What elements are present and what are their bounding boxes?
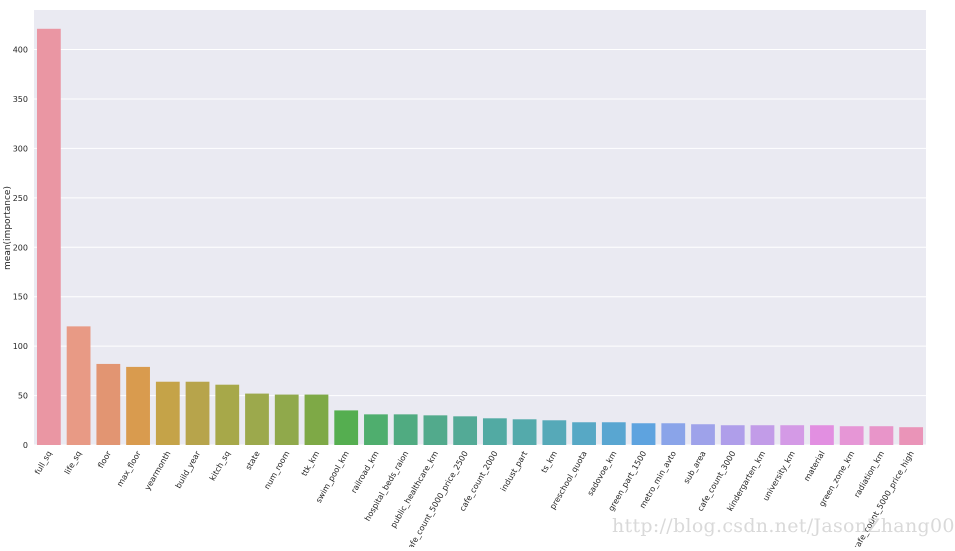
bar-green_part_1500	[631, 423, 656, 445]
watermark-text: http://blog.csdn.net/JasonZhang00	[612, 515, 955, 537]
bar-radiation_km	[869, 426, 894, 445]
bar-ts_km	[542, 420, 567, 445]
plot-background	[34, 10, 926, 445]
x-tick-label: university_km	[761, 449, 797, 502]
bar-material	[810, 425, 834, 445]
x-tick-label: ttk_km	[300, 449, 322, 477]
bar-sub_area	[691, 424, 715, 445]
bar-kitch_sq	[215, 384, 240, 445]
bar-build_year	[185, 381, 210, 445]
x-tick-label: radiation_km	[852, 449, 886, 499]
bar-green_zone_km	[839, 426, 864, 445]
bar-indust_part	[512, 419, 537, 445]
x-tick-label: material	[802, 450, 826, 483]
bar-full_sq	[36, 28, 61, 446]
bar-metro_min_avto	[661, 423, 686, 445]
y-tick-label: 150	[13, 293, 28, 302]
bar-preschool_quota	[572, 422, 596, 445]
y-tick-label: 0	[23, 441, 28, 450]
x-tick-label: ts_km	[539, 449, 559, 474]
x-tick-label: full_sq	[33, 450, 54, 477]
x-tick-label: life_sq	[63, 450, 84, 477]
x-tick-label: max_floor	[115, 449, 143, 488]
x-tick-label: sadovoe_km	[586, 449, 619, 497]
bar-cafe_count_5000_price_2500	[453, 416, 478, 445]
x-tick-label: kitch_sq	[208, 450, 232, 483]
x-tick-label: state	[244, 449, 262, 471]
x-tick-label: floor	[96, 449, 113, 470]
y-tick-label: 400	[13, 46, 28, 55]
bar-ttk_km	[304, 394, 329, 445]
y-tick-labels: 0 50 100 150 200 250 300 350 400	[13, 46, 28, 450]
bar-num_room	[274, 394, 299, 445]
y-tick-label: 50	[18, 392, 28, 401]
x-tick-label: sub_area	[682, 449, 708, 485]
x-tick-label: railroad_km	[349, 449, 380, 494]
x-tick-label: swim_pool_km	[314, 449, 351, 504]
bar-public_healthcare_km	[423, 415, 448, 445]
x-tick-label: yearmonth	[143, 450, 173, 492]
bar-university_km	[780, 425, 805, 445]
bar-max_floor	[126, 366, 150, 445]
y-axis-label: mean(importance)	[3, 186, 13, 270]
bar-railroad_km	[364, 414, 388, 445]
bar-cafe_count_2000	[482, 418, 507, 445]
bar-state	[245, 393, 269, 445]
bar-floor	[96, 363, 121, 445]
bar-kindergarten_km	[750, 425, 775, 445]
y-tick-label: 250	[13, 194, 28, 203]
x-tick-label: indust_part	[499, 450, 529, 494]
bar-life_sq	[66, 326, 91, 445]
y-tick-label: 350	[13, 95, 28, 104]
bar-swim_pool_km	[334, 410, 359, 445]
bar-cafe_count_5000_price_high	[899, 427, 924, 445]
bar-hospital_beds_raion	[393, 414, 418, 445]
bar-cafe_count_3000	[720, 425, 745, 445]
x-tick-label: num_room	[262, 449, 291, 491]
bar-layer	[36, 28, 924, 446]
x-tick-label: build_year	[174, 449, 203, 490]
y-tick-label: 100	[13, 342, 28, 351]
bar-sadovoe_km	[601, 422, 626, 445]
y-tick-label: 200	[13, 243, 28, 252]
grid-layer	[34, 49, 926, 446]
y-tick-label: 300	[13, 144, 28, 153]
bar-yearmonth	[155, 381, 180, 445]
